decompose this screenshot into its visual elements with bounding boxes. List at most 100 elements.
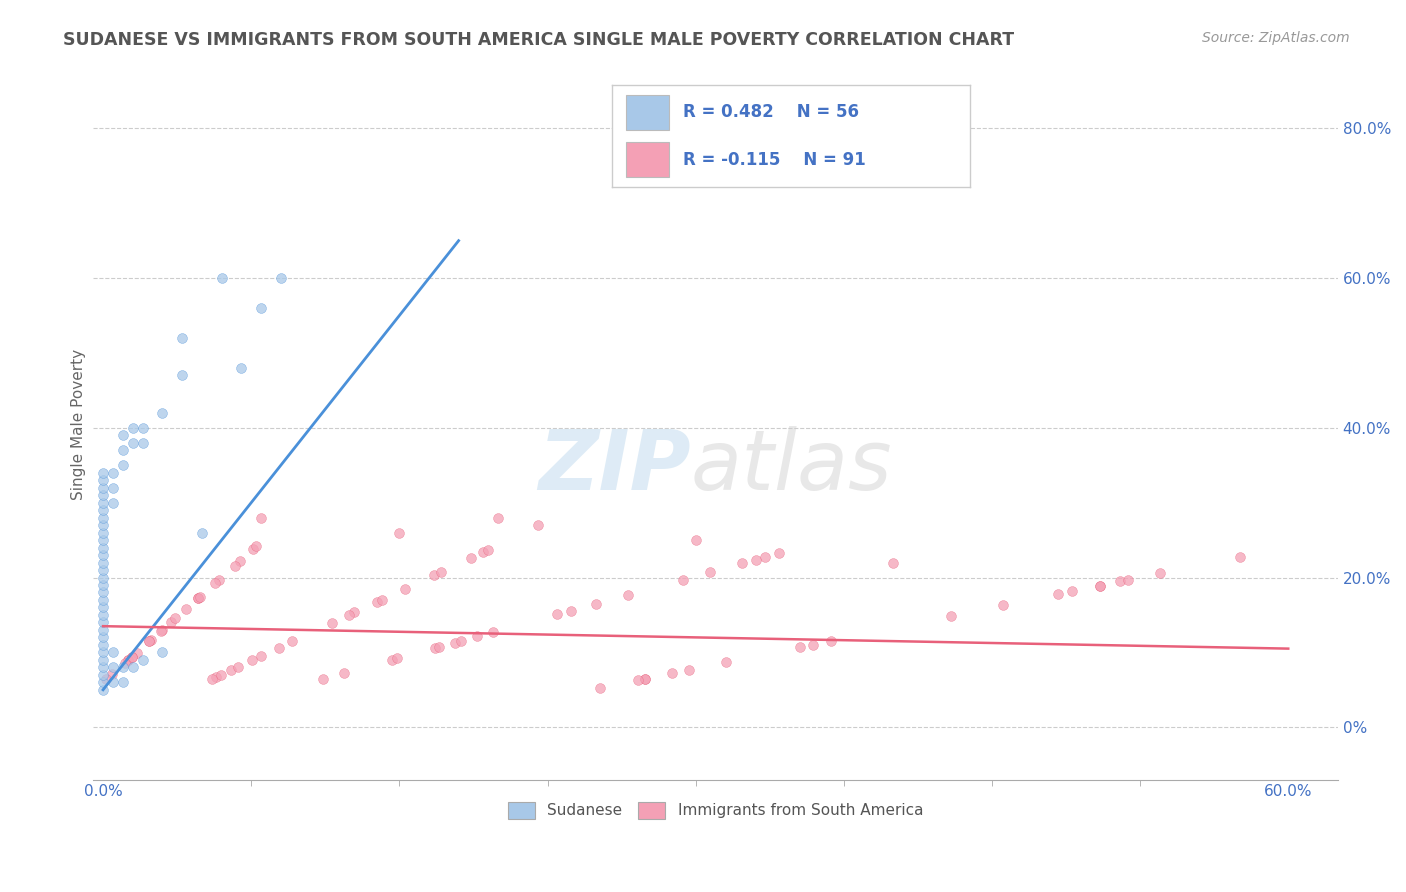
Point xyxy=(427,640,450,654)
Point xyxy=(366,594,388,608)
Point xyxy=(460,550,482,565)
Point xyxy=(91,525,114,540)
Point xyxy=(91,631,114,645)
Point xyxy=(150,623,173,637)
Point xyxy=(337,608,360,623)
Point xyxy=(121,660,143,674)
Point xyxy=(1229,549,1251,564)
Point xyxy=(226,659,249,673)
Point xyxy=(174,601,197,615)
Point xyxy=(91,607,114,622)
Point xyxy=(91,488,114,502)
Point xyxy=(117,653,139,667)
Text: ZIP: ZIP xyxy=(538,426,690,508)
Point xyxy=(191,525,214,540)
Point xyxy=(91,638,114,652)
Point xyxy=(170,331,193,345)
Point xyxy=(481,625,503,640)
Point xyxy=(245,540,267,554)
Point xyxy=(91,600,114,615)
Point xyxy=(101,675,124,690)
Point xyxy=(312,672,335,686)
Point xyxy=(672,573,695,587)
Point xyxy=(91,668,114,682)
Point xyxy=(111,458,134,473)
Point xyxy=(91,541,114,555)
Text: R = -0.115    N = 91: R = -0.115 N = 91 xyxy=(683,151,866,169)
Point xyxy=(138,634,160,648)
Point xyxy=(165,611,187,625)
Point xyxy=(465,630,488,644)
Point xyxy=(91,481,114,495)
Point xyxy=(1118,573,1140,587)
Point xyxy=(820,633,842,648)
Point xyxy=(224,558,246,573)
Point xyxy=(138,634,160,648)
Point xyxy=(394,582,416,596)
Point xyxy=(91,503,114,517)
Point xyxy=(450,633,472,648)
Text: SUDANESE VS IMMIGRANTS FROM SOUTH AMERICA SINGLE MALE POVERTY CORRELATION CHART: SUDANESE VS IMMIGRANTS FROM SOUTH AMERIC… xyxy=(63,31,1014,49)
Point xyxy=(91,510,114,524)
Point xyxy=(685,533,707,547)
Point xyxy=(117,653,139,667)
Point xyxy=(91,578,114,592)
Point xyxy=(91,682,114,697)
Point xyxy=(131,653,153,667)
Point xyxy=(768,546,790,560)
Point xyxy=(121,435,143,450)
Point xyxy=(387,651,409,665)
Point xyxy=(187,591,209,606)
Point xyxy=(219,663,242,677)
Point xyxy=(993,599,1015,613)
Point xyxy=(423,568,446,582)
Point xyxy=(91,615,114,630)
Point xyxy=(111,443,134,458)
Point xyxy=(101,660,124,674)
Point xyxy=(882,556,904,570)
Point xyxy=(477,543,499,558)
Point xyxy=(486,510,509,524)
Point xyxy=(240,653,263,667)
Point xyxy=(731,557,754,571)
Y-axis label: Single Male Poverty: Single Male Poverty xyxy=(72,349,86,500)
Point xyxy=(91,585,114,599)
Point xyxy=(170,368,193,383)
Point xyxy=(801,638,824,652)
Point xyxy=(1088,579,1111,593)
Point xyxy=(1108,574,1130,589)
Point xyxy=(560,604,582,618)
Point xyxy=(321,615,343,630)
Point xyxy=(754,550,776,565)
Point xyxy=(939,609,962,624)
Point xyxy=(745,552,768,566)
Point xyxy=(101,466,124,480)
Point xyxy=(91,660,114,674)
Point xyxy=(430,565,453,579)
Point xyxy=(204,576,226,591)
Point xyxy=(111,428,134,442)
Point xyxy=(789,640,811,655)
Point xyxy=(101,667,124,681)
Point xyxy=(204,670,226,684)
Point xyxy=(250,301,273,315)
Point xyxy=(231,360,253,375)
Point xyxy=(616,588,638,602)
Point xyxy=(526,518,548,533)
Point xyxy=(91,593,114,607)
Point xyxy=(281,634,304,648)
Point xyxy=(423,641,446,656)
Point xyxy=(211,271,233,285)
Point xyxy=(149,624,172,638)
Point xyxy=(139,632,162,647)
Point xyxy=(101,481,124,495)
Point xyxy=(91,533,114,547)
Point xyxy=(270,271,292,285)
Point xyxy=(1090,578,1112,592)
Point xyxy=(101,496,124,510)
Point xyxy=(388,525,411,540)
Point xyxy=(472,545,495,559)
Point xyxy=(443,635,465,649)
Point xyxy=(121,649,143,664)
Point xyxy=(150,406,173,420)
